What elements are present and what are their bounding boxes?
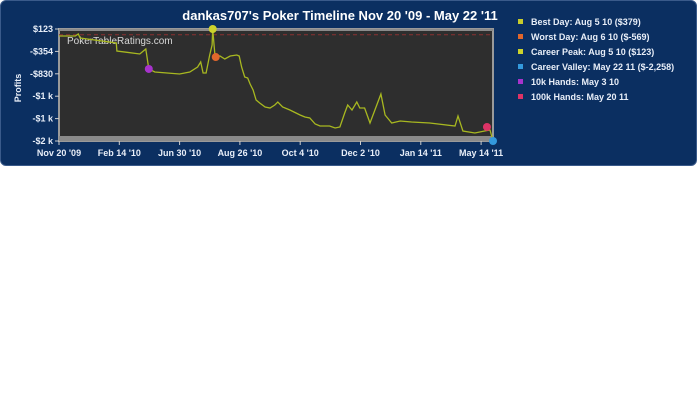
plot-bottom-band [59, 136, 493, 141]
x-tick-label: May 14 '11 [459, 148, 503, 158]
y-tick-label: -$830 [30, 69, 53, 79]
legend-swatch [518, 64, 523, 69]
x-tick-label: Nov 20 '09 [37, 148, 81, 158]
marker-point [482, 122, 491, 131]
legend-entry: Worst Day: Aug 6 10 ($-569) [531, 32, 650, 42]
y-tick-label: -$1 k [32, 114, 54, 124]
marker-point [489, 137, 497, 145]
chart-title: dankas707's Poker Timeline Nov 20 '09 - … [182, 8, 497, 23]
profit-line [59, 28, 494, 142]
plot-top-band [59, 29, 493, 31]
marker-point [211, 53, 220, 62]
y-tick-label: -$354 [30, 46, 53, 56]
legend-entry: 100k Hands: May 20 11 [531, 92, 629, 102]
legend-entry: 10k Hands: May 3 10 [531, 77, 619, 87]
poker-timeline-chart: dankas707's Poker Timeline Nov 20 '09 - … [13, 8, 674, 158]
x-tick-label: Feb 14 '10 [98, 148, 141, 158]
legend-swatch [518, 94, 523, 99]
x-tick-label: Dec 2 '10 [341, 148, 380, 158]
y-tick-label: -$1 k [32, 91, 54, 101]
x-tick-label: Jan 14 '11 [400, 148, 442, 158]
legend-entry: Best Day: Aug 5 10 ($379) [531, 17, 641, 27]
x-tick-label: Aug 26 '10 [218, 148, 263, 158]
y-tick-label: -$2 k [32, 136, 54, 146]
legend-entry: Career Peak: Aug 5 10 ($123) [531, 47, 654, 57]
legend-swatch [518, 79, 523, 84]
marker-point [144, 64, 153, 73]
x-tick-label: Oct 4 '10 [282, 148, 319, 158]
legend-entry: Career Valley: May 22 11 ($-2,258) [531, 62, 674, 72]
x-tick-label: Jun 30 '10 [158, 148, 201, 158]
legend-swatch [518, 19, 523, 24]
legend-swatch [518, 34, 523, 39]
legend-swatch [518, 49, 523, 54]
watermark: PokerTableRatings.com [67, 36, 173, 47]
y-tick-label: $123 [33, 24, 53, 34]
marker-point [208, 25, 217, 33]
y-axis-label: Profits [13, 74, 23, 103]
